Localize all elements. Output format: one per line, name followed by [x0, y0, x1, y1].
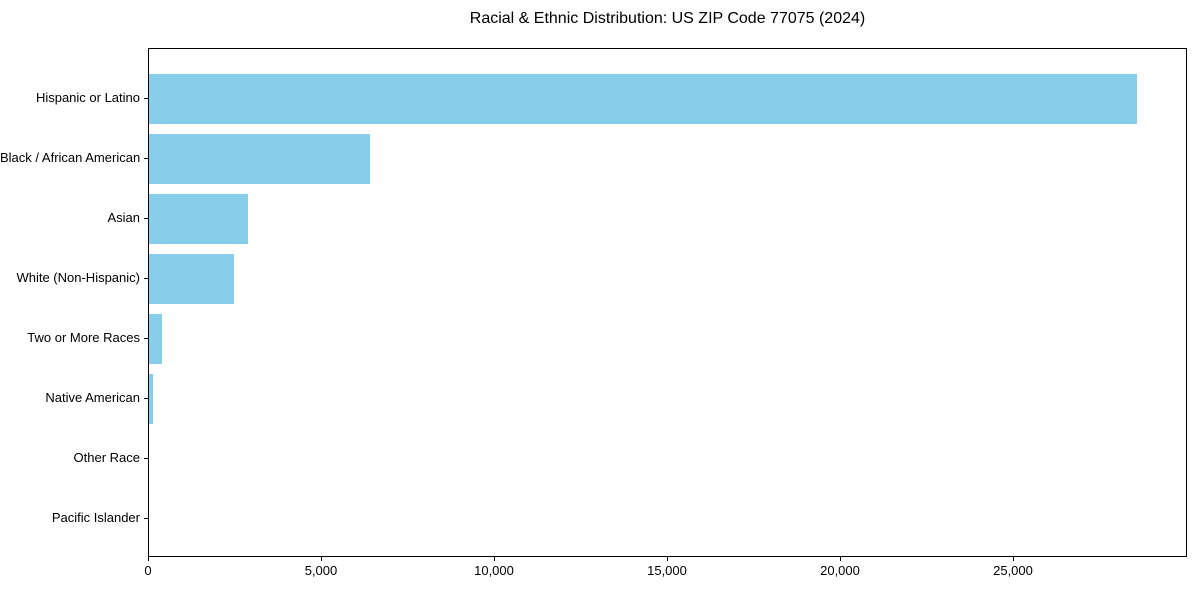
bar-two-or-more-races [149, 314, 162, 364]
y-tick-label-pacific-islander: Pacific Islander [51, 510, 140, 525]
y-tick-mark [144, 458, 148, 459]
y-tick-mark [144, 398, 148, 399]
x-tick-mark [1013, 557, 1014, 561]
y-tick-mark [144, 98, 148, 99]
bar-asian [149, 194, 248, 244]
x-tick-label: 10,000 [474, 563, 514, 578]
y-tick-label-hispanic-or-latino: Hispanic or Latino [35, 90, 140, 105]
bar-white-non-hispanic [149, 254, 235, 304]
x-tick-label: 25,000 [993, 563, 1033, 578]
y-tick-label-native-american: Native American [45, 390, 140, 405]
x-tick-mark [494, 557, 495, 561]
y-tick-mark [144, 518, 148, 519]
y-tick-mark [144, 158, 148, 159]
y-tick-label-other-race: Other Race [73, 450, 140, 465]
x-tick-label: 15,000 [647, 563, 687, 578]
x-tick-mark [148, 557, 149, 561]
y-tick-label-white-non-hispanic: White (Non-Hispanic) [16, 270, 140, 285]
chart-title: Racial & Ethnic Distribution: US ZIP Cod… [469, 10, 866, 27]
x-tick-mark [321, 557, 322, 561]
bar-black-african-american [149, 134, 371, 184]
y-tick-mark [144, 218, 148, 219]
bar-hispanic-or-latino [149, 74, 1137, 124]
bar-native-american [149, 374, 153, 424]
x-tick-label: 0 [144, 563, 152, 578]
plot-area [148, 48, 1187, 557]
y-tick-label-two-or-more-races: Two or More Races [27, 330, 140, 345]
y-tick-label-asian: Asian [107, 210, 140, 225]
x-tick-label: 5,000 [304, 563, 338, 578]
x-tick-mark [840, 557, 841, 561]
x-tick-mark [667, 557, 668, 561]
x-tick-label: 20,000 [820, 563, 860, 578]
y-tick-mark [144, 278, 148, 279]
y-tick-mark [144, 338, 148, 339]
y-tick-label-black-african-american: Black / African American [0, 150, 141, 165]
